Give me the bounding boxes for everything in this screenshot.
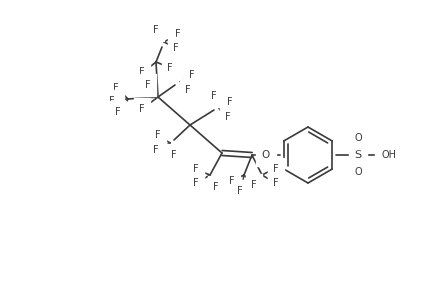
Text: F: F bbox=[185, 85, 191, 95]
Text: F: F bbox=[155, 130, 161, 140]
Text: F: F bbox=[273, 178, 279, 188]
Text: OH: OH bbox=[381, 150, 396, 160]
Text: F: F bbox=[229, 176, 235, 186]
Text: F: F bbox=[171, 64, 177, 74]
Text: O: O bbox=[354, 133, 362, 143]
Text: F: F bbox=[115, 107, 121, 117]
Text: F: F bbox=[139, 67, 145, 77]
Text: F: F bbox=[227, 97, 233, 107]
Text: F: F bbox=[153, 145, 159, 155]
Text: F: F bbox=[249, 184, 255, 194]
Text: F: F bbox=[213, 182, 219, 192]
Text: S: S bbox=[354, 150, 361, 160]
Text: F: F bbox=[225, 112, 231, 122]
Text: F: F bbox=[109, 96, 115, 106]
Text: F: F bbox=[167, 63, 173, 73]
Text: O: O bbox=[354, 167, 362, 177]
Text: F: F bbox=[251, 180, 257, 190]
Text: F: F bbox=[193, 164, 199, 174]
Text: F: F bbox=[175, 29, 181, 39]
Text: F: F bbox=[145, 80, 151, 90]
Text: F: F bbox=[211, 91, 217, 101]
Text: F: F bbox=[273, 164, 279, 174]
Text: O: O bbox=[262, 150, 270, 160]
Text: F: F bbox=[189, 70, 195, 80]
Text: F: F bbox=[153, 25, 159, 35]
Text: F: F bbox=[193, 178, 199, 188]
Text: F: F bbox=[237, 186, 243, 196]
Text: F: F bbox=[113, 83, 119, 93]
Text: F: F bbox=[139, 104, 145, 114]
Text: F: F bbox=[171, 150, 177, 160]
Text: F: F bbox=[173, 43, 179, 53]
